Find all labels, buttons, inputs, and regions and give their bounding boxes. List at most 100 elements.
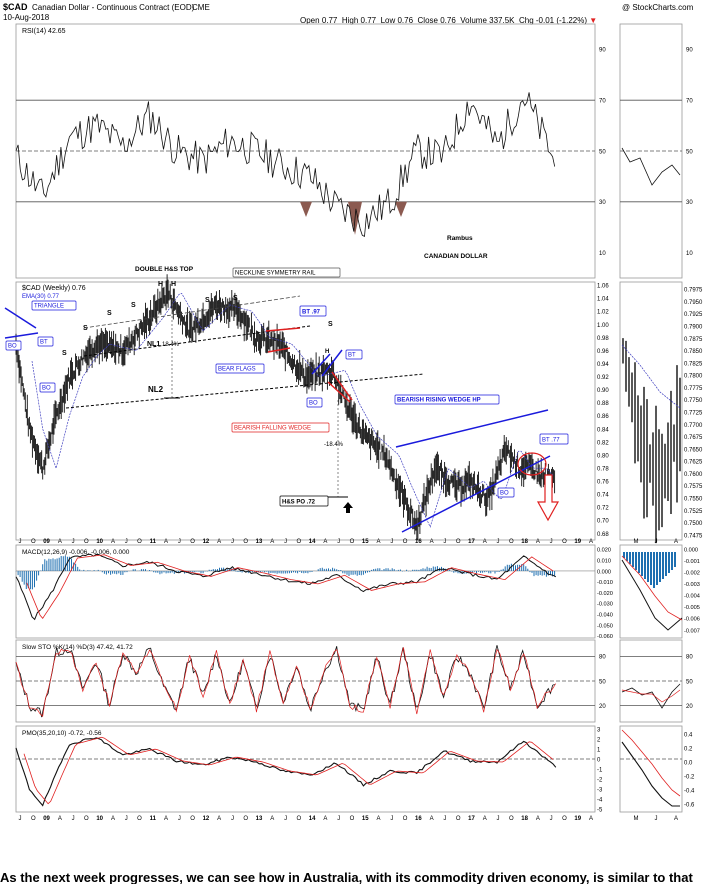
annotation-nl1: NL1 <box>147 341 160 348</box>
annotation-head-2: H <box>171 281 176 288</box>
close-label: Close <box>417 16 438 25</box>
sto-k-line <box>15 645 555 718</box>
annotation-bt-2-box <box>345 349 363 360</box>
zoom-pmo-ytick-label: -0.4 <box>684 788 695 794</box>
x-axis-label: O <box>243 539 248 545</box>
zoom-macd-line <box>621 559 683 631</box>
panel-frame-macd <box>15 544 596 639</box>
x-axis-label: J <box>550 816 553 822</box>
x-axis-label: A <box>430 539 434 545</box>
zoom-macd-signal-line <box>621 555 683 621</box>
zoom-pmo-ytick-label: 0.4 <box>684 732 693 738</box>
macd-title: MACD(12,26,9) -0.006, -0.006, 0.000 <box>22 549 130 556</box>
zoom-sto-ytick-label: 80 <box>686 655 693 661</box>
zoom-macd-histogram-bar <box>659 552 661 582</box>
x-axis-label: 13 <box>256 816 263 822</box>
annotation-shoulder: S <box>328 321 333 328</box>
zoom-price-ytick-label: 0.7925 <box>684 312 703 318</box>
bear-flag-blue-line-1 <box>311 353 331 375</box>
x-axis-label: J <box>19 539 22 545</box>
price-ytick-label: 1.02 <box>597 310 609 316</box>
pmo-ytick-label: 2 <box>597 737 601 743</box>
pmo-ytick-label: -1 <box>597 767 603 773</box>
bear-flag-blue-line-2 <box>321 349 343 377</box>
zoom-sto-ytick-label: 50 <box>686 679 693 685</box>
pmo-title: PMO(35,20,10) -0.72, -0.56 <box>22 730 102 737</box>
annotation-nl2: NL2 <box>148 385 164 394</box>
zoom-macd-ytick-label: -0.006 <box>684 617 700 623</box>
price-ytick-label: 1.00 <box>597 323 609 329</box>
annotation-double-hs-top: DOUBLE H&S TOP <box>135 266 194 273</box>
annotation-bear-flags: BEAR FLAGS <box>218 367 256 373</box>
x-axis-label: O <box>31 539 36 545</box>
zoom-price-ytick-label: 0.7700 <box>684 423 703 429</box>
zoom-price-ytick-label: 0.7500 <box>684 521 703 527</box>
x-axis-label: J <box>178 539 181 545</box>
annotation-bt-97: BT .97 <box>302 310 321 316</box>
x-axis-label: O <box>137 816 142 822</box>
zoom-macd-ytick-label: -0.002 <box>684 570 700 576</box>
price-ytick-label: 0.92 <box>597 375 609 381</box>
bear-flag-line-1 <box>267 347 291 353</box>
rsi-ytick-label: 70 <box>599 99 606 105</box>
price-ytick-label: 0.74 <box>597 493 609 499</box>
annotation-bearish-rising-wedge-box <box>394 394 500 405</box>
zoom-price-ytick-label: 0.7550 <box>684 497 703 503</box>
x-axis-label: J <box>125 816 128 822</box>
x-axis-label: A <box>270 816 274 822</box>
zoom-price-ytick-label: 0.7675 <box>684 435 703 441</box>
zoom-macd-histogram-bar <box>626 552 628 561</box>
annotation-bearish-falling-wedge-box <box>231 422 330 433</box>
zoom-pmo-signal-line <box>621 729 681 797</box>
x-axis-label: J <box>550 539 553 545</box>
annotation-head-1: H <box>158 281 163 288</box>
macd-histogram <box>15 555 556 590</box>
zoom-macd-histogram-bar <box>632 552 634 567</box>
high-label: High <box>341 16 359 25</box>
bt-97-red-line <box>265 327 301 332</box>
zoom-sto-d-line <box>621 689 681 703</box>
x-axis-label: O <box>509 816 514 822</box>
zoom-price-ytick-label: 0.7600 <box>684 472 703 478</box>
zoom-price-ytick-label: 0.7575 <box>684 484 703 490</box>
x-axis-label: J <box>231 816 234 822</box>
annotation-shoulder: S <box>62 350 67 357</box>
x-axis-label: O <box>31 816 36 822</box>
x-axis-label: 12 <box>203 816 210 822</box>
triangle-lower-line <box>4 332 39 339</box>
annotation-bear-flags-box <box>215 363 265 374</box>
zoom-rsi-ytick-label: 50 <box>686 149 693 155</box>
zoom-rsi-ytick-label: 30 <box>686 200 693 206</box>
zoom-price-ytick-label: 0.7900 <box>684 325 703 331</box>
price-ytick-label: 0.70 <box>597 519 609 525</box>
price-ytick-label: 1.04 <box>597 297 609 303</box>
x-axis-label: A <box>58 539 62 545</box>
low-label: Low <box>380 16 396 25</box>
zoom-macd-histogram-bar <box>644 552 646 579</box>
x-axis-label: A <box>58 816 62 822</box>
x-axis-label: O <box>562 539 567 545</box>
rising-wedge-lower-line <box>401 455 551 533</box>
x-axis-label: O <box>403 816 408 822</box>
price-ytick-label: 0.68 <box>597 532 609 538</box>
zoom-pmo-ytick-label: 0.2 <box>684 746 693 752</box>
zoom-price-ytick-label: 0.7750 <box>684 398 703 404</box>
rsi-ytick-label: 90 <box>599 48 606 54</box>
x-axis-label: A <box>111 539 115 545</box>
x-axis-label: 14 <box>309 539 316 545</box>
high-value: 0.77 <box>360 16 377 25</box>
x-axis-label: 09 <box>43 539 50 545</box>
macd-ytick-label: -0.050 <box>597 623 613 629</box>
annotation-nl1-pct: 18.4% <box>162 342 180 348</box>
sto-d-line <box>15 647 557 718</box>
macd-line <box>15 553 557 621</box>
annotation-bt-1-box <box>37 336 54 347</box>
x-axis-label: A <box>589 539 593 545</box>
annotation-shoulder: S <box>233 295 238 302</box>
x-axis-label: 09 <box>43 816 50 822</box>
zoom-rsi-ytick-label: 10 <box>686 251 693 257</box>
x-axis-label: A <box>589 816 593 822</box>
x-axis-label: J <box>19 816 22 822</box>
zoom-price-ytick-label: 0.7775 <box>684 386 703 392</box>
